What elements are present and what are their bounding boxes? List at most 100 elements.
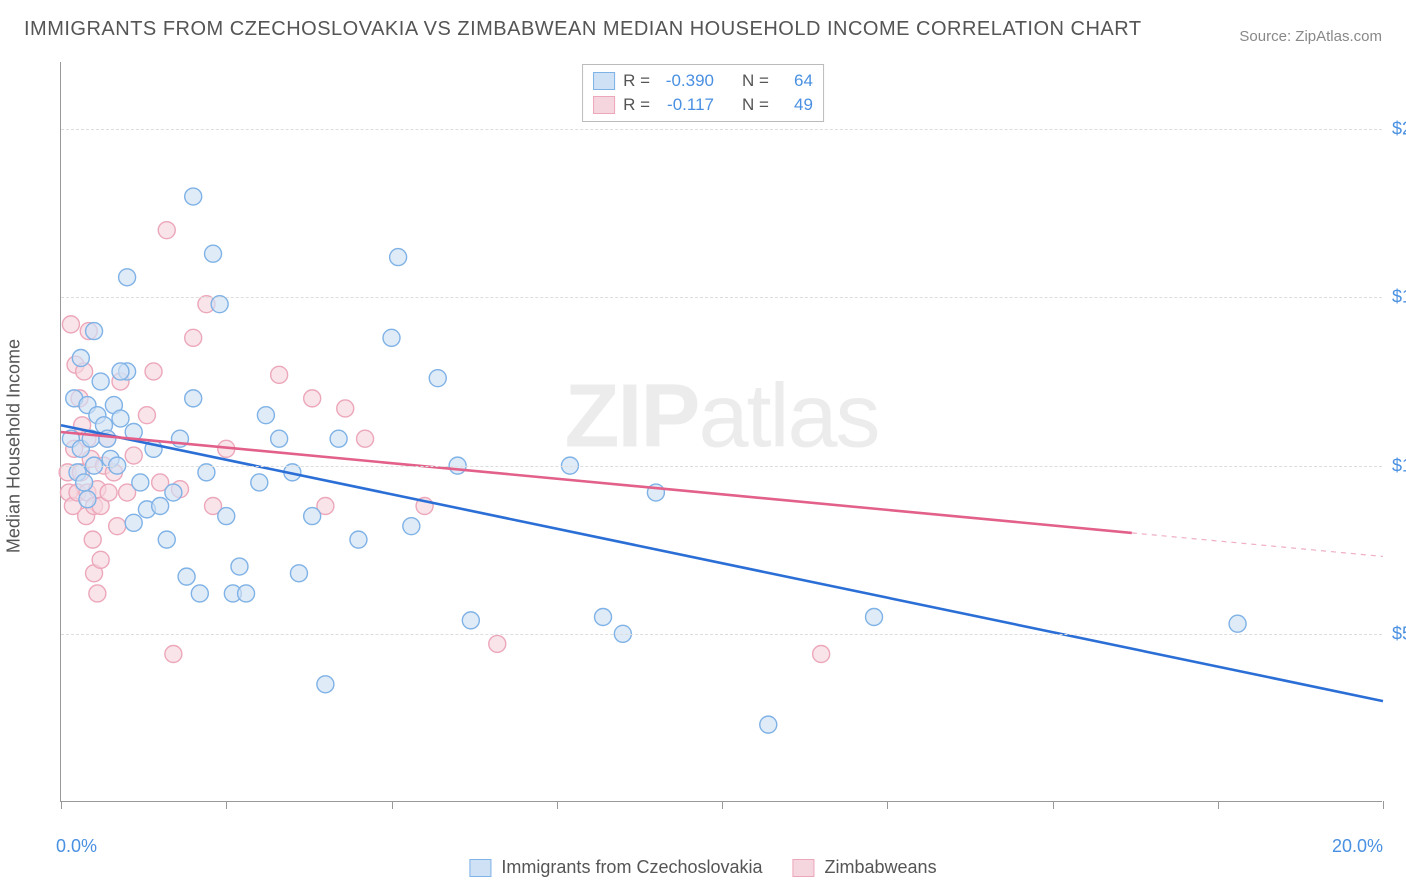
data-point-czech bbox=[866, 609, 883, 626]
data-point-czech bbox=[238, 585, 255, 602]
series-legend: Immigrants from Czechoslovakia Zimbabwean… bbox=[469, 857, 936, 878]
data-point-zimbabwe bbox=[271, 366, 288, 383]
trend-line-czech bbox=[61, 425, 1383, 701]
legend-row-zimbabwe: R = -0.117 N = 49 bbox=[593, 93, 813, 117]
legend-r-value: -0.390 bbox=[658, 71, 714, 91]
data-point-czech bbox=[152, 498, 169, 515]
data-point-czech bbox=[383, 329, 400, 346]
source-prefix: Source: bbox=[1239, 28, 1295, 45]
gridline bbox=[61, 129, 1382, 130]
x-tick bbox=[61, 801, 62, 809]
data-point-czech bbox=[330, 430, 347, 447]
legend-swatch-icon bbox=[593, 72, 615, 90]
source-name: ZipAtlas.com bbox=[1295, 28, 1382, 45]
legend-r-label: R = bbox=[623, 95, 650, 115]
data-point-zimbabwe bbox=[185, 329, 202, 346]
data-point-czech bbox=[403, 518, 420, 535]
data-point-zimbabwe bbox=[158, 222, 175, 239]
legend-swatch-icon bbox=[793, 859, 815, 877]
data-point-zimbabwe bbox=[337, 400, 354, 417]
x-tick bbox=[887, 801, 888, 809]
data-point-czech bbox=[72, 350, 89, 367]
data-point-zimbabwe bbox=[138, 407, 155, 424]
y-tick-label: $200,000 bbox=[1384, 119, 1406, 140]
x-tick bbox=[1218, 801, 1219, 809]
data-point-zimbabwe bbox=[813, 646, 830, 663]
legend-r-value: -0.117 bbox=[658, 95, 714, 115]
legend-n-label: N = bbox=[742, 95, 769, 115]
data-point-czech bbox=[595, 609, 612, 626]
data-point-czech bbox=[231, 558, 248, 575]
series-legend-item-zimbabwe: Zimbabweans bbox=[793, 857, 937, 878]
x-tick-label: 0.0% bbox=[56, 836, 97, 857]
y-tick-label: $100,000 bbox=[1384, 455, 1406, 476]
y-tick-label: $150,000 bbox=[1384, 287, 1406, 308]
data-point-zimbabwe bbox=[89, 585, 106, 602]
x-tick bbox=[722, 801, 723, 809]
y-axis-label: Median Household Income bbox=[4, 339, 25, 553]
legend-swatch-icon bbox=[469, 859, 491, 877]
data-point-zimbabwe bbox=[489, 635, 506, 652]
data-point-czech bbox=[76, 474, 93, 491]
data-point-czech bbox=[132, 474, 149, 491]
gridline bbox=[61, 466, 1382, 467]
data-point-czech bbox=[112, 410, 129, 427]
data-point-zimbabwe bbox=[125, 447, 142, 464]
plot-area: ZIPatlas $50,000$100,000$150,000$200,000 bbox=[60, 62, 1382, 802]
data-point-czech bbox=[304, 508, 321, 525]
data-point-czech bbox=[317, 676, 334, 693]
data-point-czech bbox=[257, 407, 274, 424]
legend-r-label: R = bbox=[623, 71, 650, 91]
trend-line-extend-zimbabwe bbox=[1132, 533, 1383, 557]
data-point-czech bbox=[119, 269, 136, 286]
data-point-czech bbox=[218, 508, 235, 525]
data-point-zimbabwe bbox=[62, 316, 79, 333]
data-point-czech bbox=[86, 323, 103, 340]
source-attribution: Source: ZipAtlas.com bbox=[1239, 28, 1382, 45]
data-point-czech bbox=[251, 474, 268, 491]
data-point-zimbabwe bbox=[92, 551, 109, 568]
gridline bbox=[61, 634, 1382, 635]
data-point-czech bbox=[271, 430, 288, 447]
series-legend-item-czech: Immigrants from Czechoslovakia bbox=[469, 857, 762, 878]
data-point-czech bbox=[760, 716, 777, 733]
data-point-czech bbox=[205, 245, 222, 262]
x-tick-label: 20.0% bbox=[1332, 836, 1383, 857]
data-point-czech bbox=[165, 484, 182, 501]
data-point-czech bbox=[79, 491, 96, 508]
data-point-czech bbox=[1229, 615, 1246, 632]
data-point-zimbabwe bbox=[145, 363, 162, 380]
series-legend-label: Immigrants from Czechoslovakia bbox=[501, 857, 762, 878]
data-point-zimbabwe bbox=[357, 430, 374, 447]
legend-n-label: N = bbox=[742, 71, 769, 91]
x-tick bbox=[557, 801, 558, 809]
data-point-czech bbox=[92, 373, 109, 390]
legend-n-value: 49 bbox=[777, 95, 813, 115]
legend-n-value: 64 bbox=[777, 71, 813, 91]
data-point-czech bbox=[125, 514, 142, 531]
data-point-czech bbox=[350, 531, 367, 548]
data-point-czech bbox=[185, 188, 202, 205]
data-point-zimbabwe bbox=[165, 646, 182, 663]
data-point-czech bbox=[112, 363, 129, 380]
x-tick bbox=[226, 801, 227, 809]
correlation-legend: R = -0.390 N = 64 R = -0.117 N = 49 bbox=[582, 64, 824, 122]
data-point-zimbabwe bbox=[109, 518, 126, 535]
chart-title: IMMIGRANTS FROM CZECHOSLOVAKIA VS ZIMBAB… bbox=[24, 18, 1142, 41]
gridline bbox=[61, 297, 1382, 298]
data-point-czech bbox=[191, 585, 208, 602]
chart-svg bbox=[61, 62, 1382, 801]
chart-container: IMMIGRANTS FROM CZECHOSLOVAKIA VS ZIMBAB… bbox=[0, 0, 1406, 892]
data-point-czech bbox=[429, 370, 446, 387]
y-tick-label: $50,000 bbox=[1384, 623, 1406, 644]
data-point-czech bbox=[158, 531, 175, 548]
data-point-czech bbox=[185, 390, 202, 407]
data-point-czech bbox=[462, 612, 479, 629]
legend-row-czech: R = -0.390 N = 64 bbox=[593, 69, 813, 93]
data-point-czech bbox=[290, 565, 307, 582]
data-point-zimbabwe bbox=[304, 390, 321, 407]
data-point-czech bbox=[178, 568, 195, 585]
x-tick bbox=[1383, 801, 1384, 809]
x-tick bbox=[1053, 801, 1054, 809]
data-point-czech bbox=[390, 249, 407, 266]
